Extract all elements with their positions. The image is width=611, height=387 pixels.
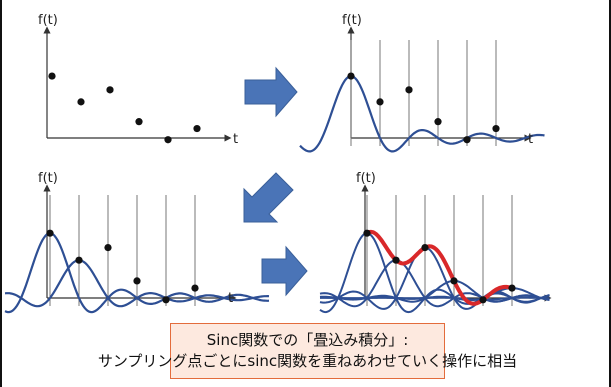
y-axis-label: f(t) <box>356 171 376 186</box>
sample-lines <box>350 40 497 146</box>
sample-point <box>193 124 201 133</box>
sample-point <box>392 256 400 264</box>
sinc-curves <box>319 232 550 314</box>
arrow-down-left-icon <box>243 172 294 223</box>
sample-point <box>48 72 56 80</box>
sample-point <box>376 98 384 106</box>
sample-point <box>135 118 143 126</box>
sample-point <box>479 296 487 304</box>
sample-point <box>46 229 54 237</box>
sample-point <box>450 277 458 285</box>
sinc-curve <box>4 259 270 308</box>
y-axis-label: f(t) <box>38 171 58 186</box>
sample-points <box>48 72 201 144</box>
x-axis-label: t <box>228 291 233 306</box>
sample-point <box>104 244 112 252</box>
x-axis-label: t <box>233 132 238 147</box>
sum-curve <box>365 229 513 306</box>
sample-point <box>363 229 371 237</box>
sample-point <box>77 98 85 106</box>
sample-point <box>492 124 500 133</box>
sample-point <box>421 244 429 252</box>
sample-point <box>405 86 413 94</box>
sample-point <box>508 284 516 292</box>
arrow-right-icon <box>244 66 298 118</box>
caption-box: Sinc関数での「畳込み積分」: サンプリング点ごとにsinc関数を重ねあわせて… <box>98 323 517 379</box>
sample-point <box>164 136 172 144</box>
sample-points <box>46 229 199 304</box>
sample-point <box>133 277 141 285</box>
arrow-right-icon <box>261 245 308 297</box>
sinc-curve <box>299 74 545 153</box>
caption-line-2: サンプリング点ごとにsinc関数を重ねあわせていく操作に相当 <box>97 352 518 370</box>
y-axis-label: f(t) <box>342 13 362 28</box>
x-axis-label: t <box>528 132 533 147</box>
sample-points <box>363 229 516 304</box>
sample-lines <box>366 195 513 306</box>
panel-two-sincs: f(t) t <box>4 171 270 314</box>
sample-point <box>463 136 471 144</box>
sample-point <box>106 86 114 94</box>
sample-point <box>75 256 83 264</box>
panel-single-sinc: f(t) t <box>299 13 545 153</box>
panel-samples: f(t) t <box>38 13 238 147</box>
sample-point <box>434 118 442 126</box>
y-axis-label: f(t) <box>38 13 58 28</box>
sample-point <box>191 284 199 292</box>
panel-all-sincs: f(t) <box>319 171 552 314</box>
caption-line-1: Sinc関数での「畳込み積分」: <box>206 331 409 349</box>
sample-point <box>162 296 170 304</box>
sample-points <box>347 72 500 144</box>
sample-point <box>347 72 355 80</box>
